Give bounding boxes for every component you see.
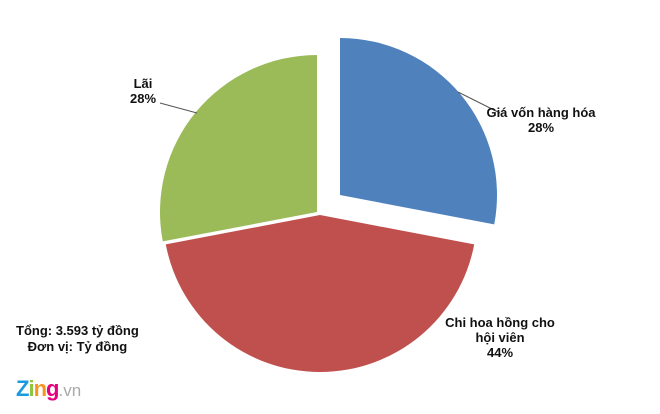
- unit-note: Đơn vị: Tỷ đồng: [27, 339, 128, 354]
- pie-slice: [165, 215, 475, 372]
- chart-note: Tổng: 3.593 tỷ đồng Đơn vị: Tỷ đồng: [16, 323, 139, 355]
- leader-line: [457, 91, 501, 114]
- pie-slice: [159, 55, 317, 242]
- total-note: Tổng: 3.593 tỷ đồng: [16, 323, 139, 338]
- zing-logo: Zing.vn: [16, 376, 82, 401]
- slice-label: Chi hoa hồng cho hội viên 44%: [445, 315, 555, 360]
- leader-line: [159, 102, 198, 114]
- slice-label: Giá vốn hàng hóa 28%: [486, 105, 596, 135]
- pie-slice: [340, 38, 497, 225]
- slice-label: Lãi 28%: [130, 76, 156, 106]
